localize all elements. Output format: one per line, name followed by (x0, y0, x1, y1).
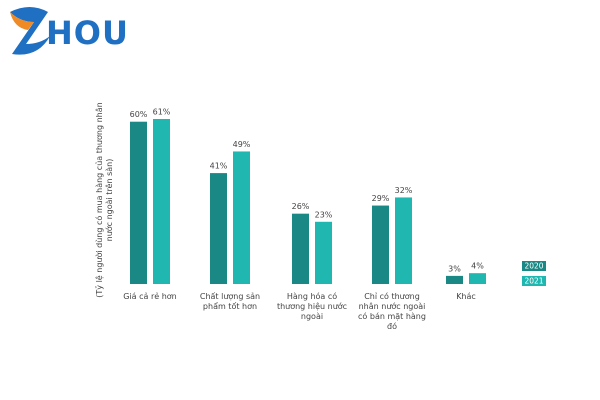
x-tick-label: Giá cả rẻ hơn (123, 292, 177, 301)
legend-swatch (522, 261, 546, 271)
value-label: 49% (233, 140, 251, 149)
value-label: 32% (395, 186, 413, 195)
bar (446, 275, 463, 284)
bar (130, 121, 147, 284)
logo-mark (10, 7, 50, 55)
legend-label: 2020 (524, 262, 543, 271)
value-label: 41% (210, 162, 228, 171)
y-axis-label: (Tỷ lệ người dùng có mua hàng của thương… (95, 102, 114, 298)
bar (315, 221, 332, 284)
legend-label: 2021 (524, 277, 543, 286)
legend-swatch (522, 276, 546, 286)
bar (233, 151, 250, 284)
value-label: 26% (292, 202, 310, 211)
bar (469, 273, 486, 284)
x-tick-label: Hàng hóa có thương hiệu nước ngoài (276, 292, 348, 321)
value-label: 60% (130, 110, 148, 119)
value-label: 23% (315, 210, 333, 219)
bar (153, 119, 170, 284)
bar (372, 205, 389, 284)
x-tick-label: Khác (456, 292, 476, 301)
bar (292, 213, 309, 284)
value-label: 4% (471, 262, 484, 271)
value-label: 61% (153, 108, 171, 117)
logo-accent (10, 12, 34, 30)
value-label: 29% (372, 194, 390, 203)
x-tick-label: Chỉ có thương nhân nước ngoài có bán mặt… (358, 292, 426, 331)
x-tick-label: Chất lượng sản phẩm tốt hơn (199, 292, 261, 311)
bar (210, 173, 227, 284)
value-label: 3% (448, 264, 461, 273)
bar (395, 197, 412, 284)
logo-text: HOU (46, 14, 129, 52)
